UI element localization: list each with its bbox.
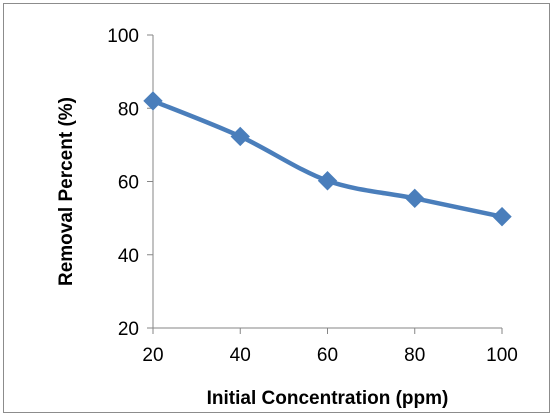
data-point-marker <box>405 188 425 209</box>
y-tick-label: 80 <box>118 99 139 120</box>
y-tick-label: 60 <box>118 173 139 194</box>
y-tick-label: 100 <box>107 26 139 47</box>
data-point-marker <box>143 91 163 111</box>
y-axis-title: Removal Percent (%) <box>56 97 77 286</box>
data-point-marker <box>230 126 250 147</box>
x-tick-label: 20 <box>142 345 163 366</box>
data-point-marker <box>317 171 338 191</box>
series-line <box>150 98 505 219</box>
y-ticks: 20 40 60 80 100 <box>107 26 153 340</box>
x-tick-label: 100 <box>486 345 518 366</box>
y-tick-label: 20 <box>118 319 139 340</box>
data-point-marker <box>492 206 512 227</box>
x-tick-label: 60 <box>317 345 338 366</box>
y-tick-label: 40 <box>118 246 139 267</box>
series-group <box>143 91 512 227</box>
x-tick-label: 80 <box>404 345 425 366</box>
x-axis-title: Initial Concentration (ppm) <box>207 388 449 409</box>
x-ticks: 20 40 60 80 100 <box>142 328 518 366</box>
x-tick-label: 40 <box>230 345 251 366</box>
